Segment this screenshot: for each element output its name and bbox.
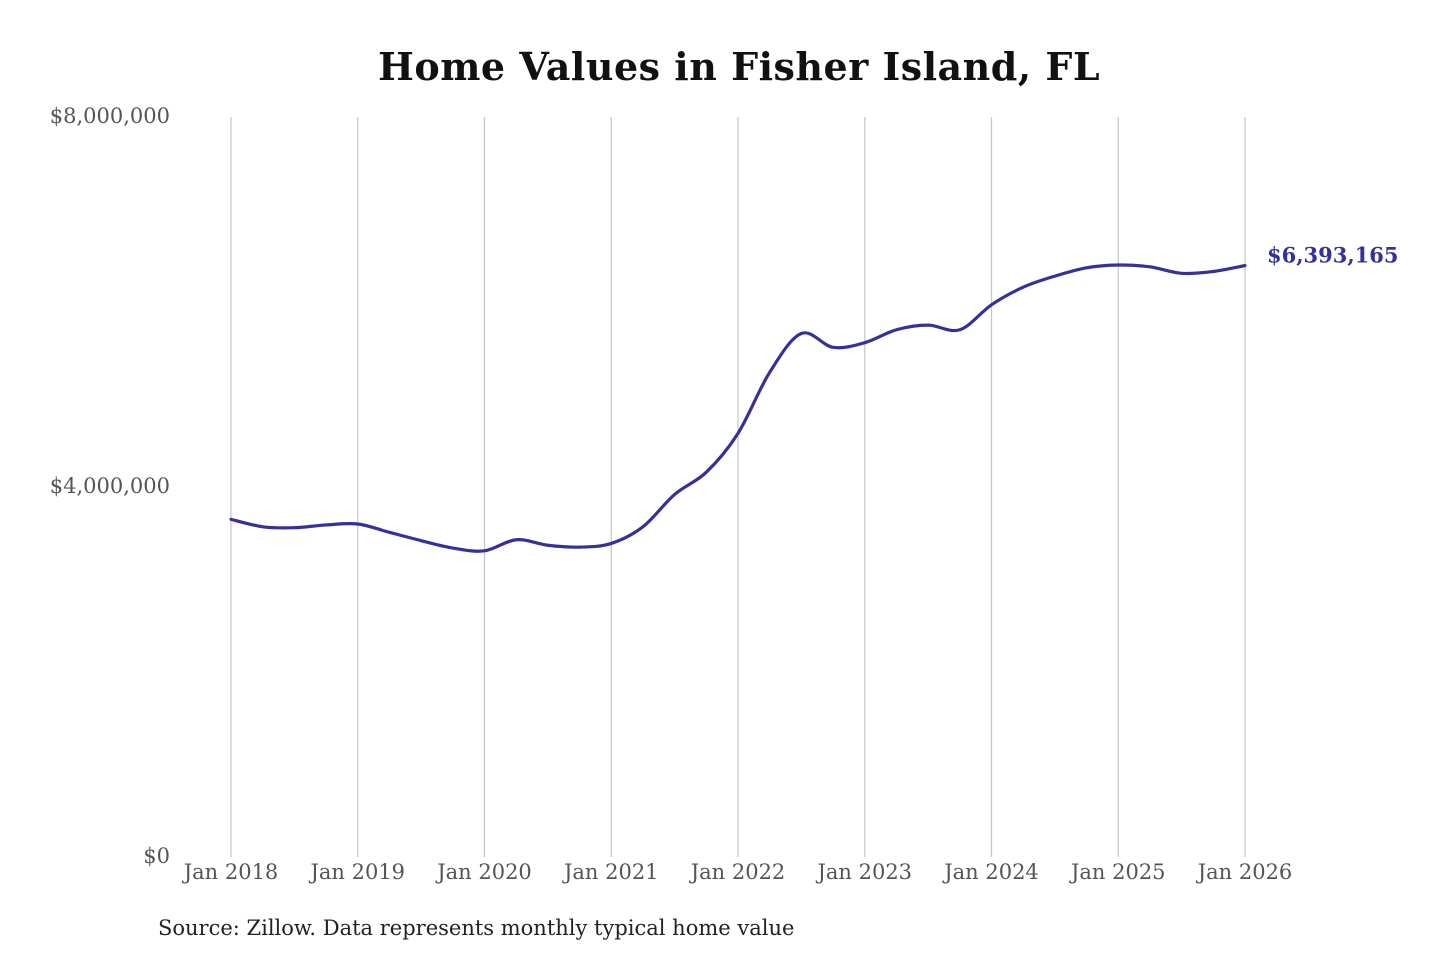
- x-tick-label: Jan 2022: [689, 860, 786, 884]
- y-tick-label: $4,000,000: [50, 474, 170, 498]
- x-tick-label: Jan 2019: [308, 860, 405, 884]
- source-note: Source: Zillow. Data represents monthly …: [158, 916, 795, 940]
- x-tick-label: Jan 2025: [1069, 860, 1166, 884]
- x-tick-label: Jan 2020: [435, 860, 532, 884]
- y-tick-label: $8,000,000: [50, 104, 170, 128]
- x-tick-label: Jan 2018: [182, 860, 279, 884]
- end-value-label: $6,393,165: [1267, 243, 1399, 268]
- y-tick-label: $0: [143, 844, 170, 868]
- x-tick-label: Jan 2026: [1196, 860, 1293, 884]
- x-tick-label: Jan 2021: [562, 860, 659, 884]
- x-tick-label: Jan 2023: [815, 860, 912, 884]
- chart-title: Home Values in Fisher Island, FL: [377, 44, 1101, 89]
- x-tick-label: Jan 2024: [942, 860, 1039, 884]
- series-line: [229, 263, 1247, 553]
